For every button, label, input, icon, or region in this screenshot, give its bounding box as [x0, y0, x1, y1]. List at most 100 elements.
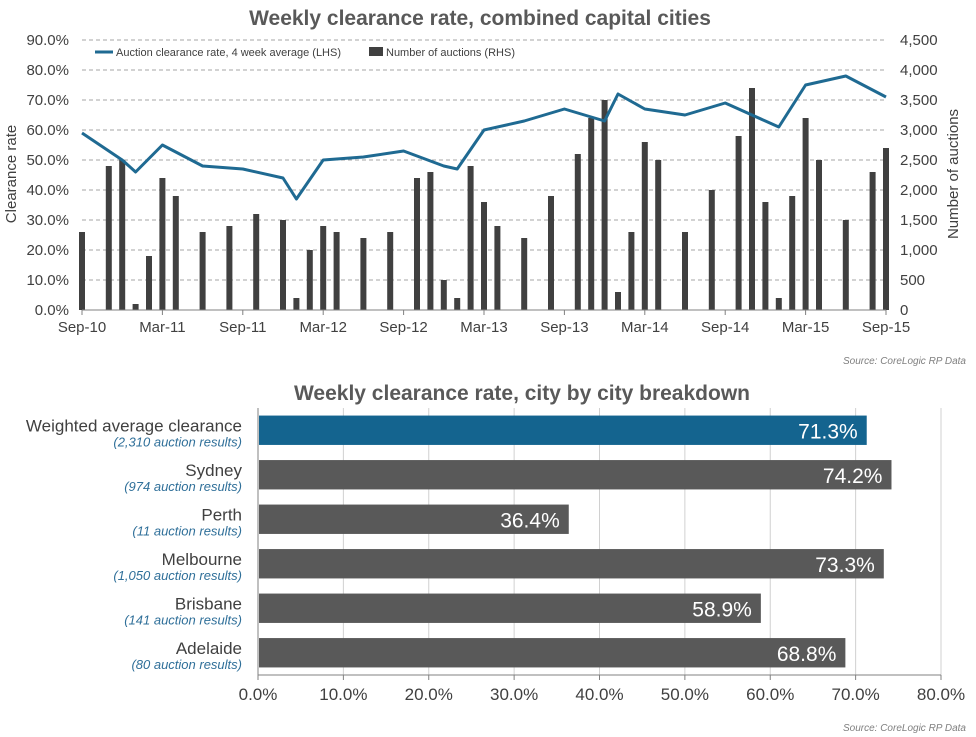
- auction-bar: [735, 136, 742, 310]
- auction-bar: [628, 232, 635, 310]
- legend-label-auctions: Number of auctions (RHS): [386, 47, 515, 59]
- city-category-subtitle: (80 auction results): [131, 657, 242, 672]
- auction-bar: [119, 160, 126, 310]
- y2-tick-label: 4,500: [900, 32, 938, 49]
- auction-bar: [883, 148, 889, 310]
- y-tick-label: 30.0%: [26, 212, 69, 229]
- auction-bar: [280, 220, 286, 310]
- city-category-subtitle: (141 auction results): [124, 612, 242, 627]
- city-category-subtitle: (11 auction results): [132, 523, 242, 538]
- city-bar-value: 68.8%: [777, 643, 837, 666]
- auction-bar: [132, 304, 139, 310]
- auction-bar: [574, 154, 581, 310]
- auction-bars: [79, 88, 889, 310]
- city-category-subtitle: (974 auction results): [124, 479, 242, 494]
- auction-bar: [481, 202, 487, 310]
- city-category-name: Brisbane: [175, 594, 242, 613]
- x-tick-label: Sep-13: [540, 319, 588, 336]
- auction-bar: [615, 292, 621, 310]
- city-bar: [259, 460, 892, 490]
- auction-bar: [293, 298, 300, 310]
- auction-bar: [548, 196, 554, 310]
- auction-bar: [253, 214, 260, 310]
- left-axis-title: Clearance rate: [3, 125, 20, 223]
- city-x-tick-label: 10.0%: [319, 685, 367, 704]
- x-tick-label: Sep-14: [701, 319, 749, 336]
- auction-bar: [869, 172, 876, 310]
- auction-bar: [306, 250, 313, 310]
- combined-chart: Weekly clearance rate, combined capital …: [3, 7, 966, 367]
- legend-swatch-auctions: [369, 47, 383, 56]
- y-tick-label: 60.0%: [26, 122, 69, 139]
- x-tick-label: Mar-12: [299, 319, 347, 336]
- x-tick-label: Mar-13: [460, 319, 508, 336]
- auction-bar: [360, 238, 367, 310]
- x-tick-label: Sep-10: [58, 319, 106, 336]
- x-axis-ticks: Sep-10 Mar-11 Sep-11 Mar-12 Sep-12 Mar-13 Sep-…: [58, 310, 910, 336]
- city-bar: [259, 638, 846, 668]
- auction-bar: [789, 196, 796, 310]
- auction-bar: [427, 172, 434, 310]
- city-bar-value: 71.3%: [798, 420, 858, 443]
- city-x-axis-ticks: 0.0% 10.0% 20.0% 30.0% 40.0% 50.0% 60.0% 70.0% 8…: [239, 675, 965, 704]
- auction-bar: [655, 160, 662, 310]
- auction-bar: [146, 256, 152, 310]
- legend-label-clearance: Auction clearance rate, 4 week average (…: [116, 47, 341, 59]
- auction-bar: [601, 100, 608, 310]
- x-tick-label: Sep-15: [862, 319, 910, 336]
- city-bar: [259, 415, 867, 445]
- auction-bar: [320, 226, 327, 310]
- city-bar-value: 73.3%: [815, 554, 875, 577]
- city-x-tick-label: 0.0%: [239, 685, 278, 704]
- y-tick-label: 70.0%: [26, 92, 69, 109]
- x-tick-label: Sep-11: [219, 319, 266, 336]
- left-axis-ticks: 0.0% 10.0% 20.0% 30.0% 40.0% 50.0% 60.0% 70.0% 8…: [26, 32, 69, 319]
- right-axis-title: Number of auctions: [945, 109, 962, 239]
- auction-bar: [333, 232, 340, 310]
- auction-bar: [641, 142, 648, 310]
- y2-tick-label: 3,500: [900, 92, 938, 109]
- auction-bar: [454, 298, 461, 310]
- y-tick-label: 10.0%: [26, 272, 69, 289]
- x-tick-label: Sep-12: [379, 319, 427, 336]
- city-category-subtitle: (1,050 auction results): [113, 568, 242, 583]
- x-tick-label: Mar-14: [621, 319, 669, 336]
- y-tick-label: 0.0%: [35, 302, 69, 319]
- y2-tick-label: 2,500: [900, 152, 938, 169]
- city-gridlines: [342, 408, 942, 675]
- y2-tick-label: 0: [900, 302, 908, 319]
- auction-bar: [762, 202, 769, 310]
- clearance-lines: [81, 74, 887, 201]
- y2-tick-label: 2,000: [900, 182, 938, 199]
- x-tick-label: Mar-11: [139, 319, 185, 336]
- y-tick-label: 40.0%: [26, 182, 69, 199]
- city-category-name: Melbourne: [162, 550, 242, 569]
- auction-bar: [414, 178, 420, 310]
- city-category-name: Weighted average clearance: [26, 416, 242, 435]
- auction-bar: [521, 238, 528, 310]
- y2-tick-label: 500: [900, 272, 925, 289]
- city-bar-value: 58.9%: [692, 598, 752, 621]
- city-category-name: Sydney: [185, 461, 242, 480]
- city-breakdown-chart: Weekly clearance rate, city by city brea…: [26, 382, 967, 734]
- y-tick-label: 80.0%: [26, 62, 69, 79]
- y2-tick-label: 1,000: [900, 242, 938, 259]
- city-x-tick-label: 60.0%: [746, 685, 794, 704]
- auction-bar: [440, 280, 447, 310]
- city-bar: [259, 549, 884, 579]
- auction-bar: [682, 232, 688, 310]
- auction-bar: [494, 226, 501, 310]
- city-category-labels: Weighted average clearance(2,310 auction…: [26, 416, 243, 672]
- auction-bar: [775, 298, 782, 310]
- y-tick-label: 90.0%: [26, 32, 69, 49]
- city-chart-title: Weekly clearance rate, city by city brea…: [294, 382, 750, 405]
- y2-tick-label: 3,000: [900, 122, 938, 139]
- city-x-tick-label: 80.0%: [917, 685, 965, 704]
- combined-legend: Auction clearance rate, 4 week average (…: [95, 47, 515, 59]
- auction-bar: [199, 232, 206, 310]
- city-bars: 71.3% 74.2% 36.4% 73.3% 58.9% 68.8%: [259, 415, 892, 668]
- city-bar: [259, 504, 569, 534]
- auction-bar: [816, 160, 822, 310]
- y-tick-label: 20.0%: [26, 242, 69, 259]
- auction-bar: [79, 232, 85, 310]
